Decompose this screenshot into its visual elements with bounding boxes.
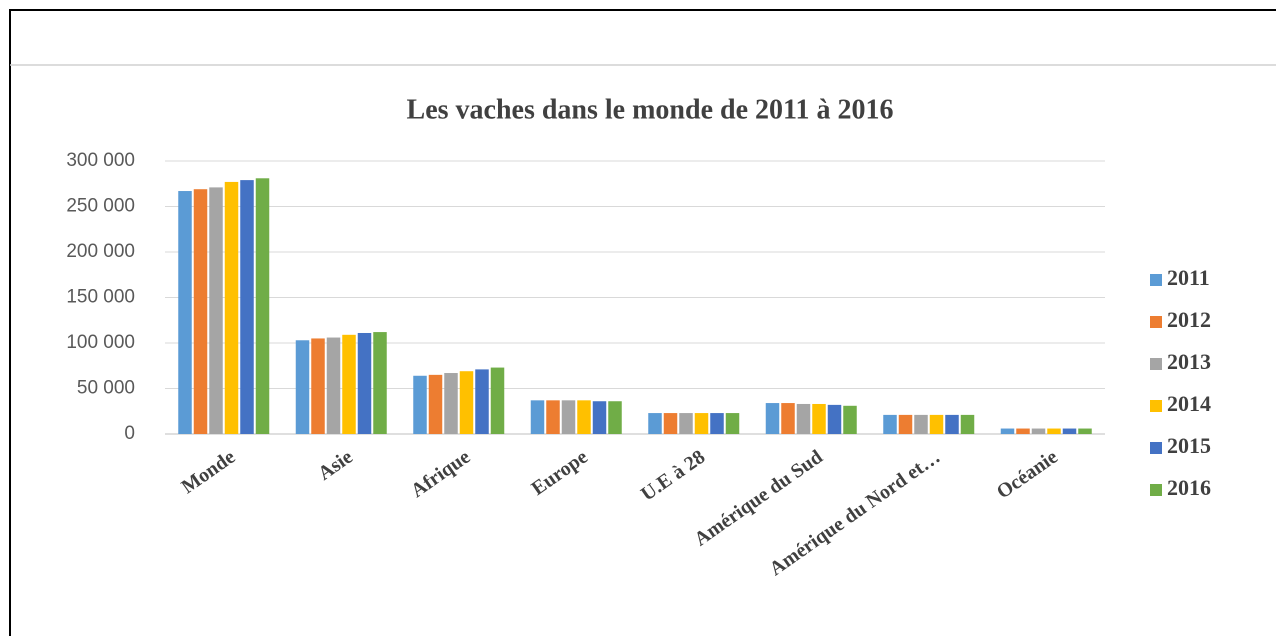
y-tick-label: 300 000: [66, 150, 135, 171]
x-tick-label: Océanie: [993, 446, 1062, 504]
legend-swatch: [1150, 442, 1162, 454]
bar: [1062, 428, 1077, 434]
bar: [255, 178, 270, 434]
bar: [326, 337, 341, 434]
x-tick-label: Asie: [314, 446, 357, 485]
bar: [295, 340, 310, 434]
chart-title: Les vaches dans le monde de 2011 à 2016: [407, 94, 894, 125]
legend-swatch: [1150, 400, 1162, 412]
bar: [530, 400, 545, 434]
bar: [592, 401, 607, 434]
bar: [929, 414, 944, 434]
bar: [781, 403, 795, 434]
bar: [663, 413, 678, 434]
bar: [694, 413, 709, 434]
bar: [428, 374, 443, 434]
x-tick-label: Monde: [177, 446, 239, 499]
bar: [796, 403, 811, 434]
bar: [459, 371, 474, 434]
bar: [209, 187, 223, 434]
bar: [1000, 428, 1015, 434]
bar: [1016, 428, 1030, 434]
legend-label: 2013: [1167, 349, 1211, 374]
y-tick-label: 50 000: [77, 378, 135, 399]
bar: [490, 367, 505, 434]
bar: [413, 375, 427, 434]
legend-label: 2011: [1167, 265, 1210, 290]
bar: [608, 401, 622, 434]
bar: [679, 413, 693, 434]
bar: [710, 413, 724, 434]
legend-swatch: [1150, 358, 1162, 370]
bar: [725, 413, 740, 434]
bar: [827, 404, 842, 434]
frame: [9, 9, 1276, 636]
bar: [812, 403, 826, 434]
x-tick-label: Afrique: [407, 446, 474, 502]
bar: [960, 414, 975, 434]
bar: [883, 414, 897, 434]
bar: [1031, 428, 1046, 434]
bar: [648, 413, 662, 434]
bar: [914, 414, 928, 434]
legend-label: 2016: [1167, 475, 1211, 500]
bar: [898, 414, 913, 434]
bar: [193, 189, 208, 434]
bar: [311, 338, 325, 434]
legend-swatch: [1150, 274, 1162, 286]
bar: [240, 180, 254, 434]
bar: [843, 405, 857, 434]
y-tick-label: 250 000: [66, 196, 135, 217]
bar: [765, 403, 780, 434]
bar: [561, 400, 576, 434]
legend-swatch: [1150, 484, 1162, 496]
y-tick-label: 0: [124, 423, 135, 444]
bar: [475, 369, 489, 434]
bar: [546, 400, 560, 434]
bar: [945, 414, 959, 434]
x-tick-label: Europe: [528, 446, 592, 500]
x-tick-label: U.E à 28: [637, 446, 709, 506]
legend-label: 2015: [1167, 433, 1211, 458]
bar: [357, 332, 372, 434]
legend-swatch: [1150, 316, 1162, 328]
bar: [577, 400, 591, 434]
bar: [342, 334, 356, 434]
y-tick-label: 100 000: [66, 332, 135, 353]
legend-label: 2012: [1167, 307, 1211, 332]
bar: [178, 191, 192, 434]
bar: [373, 332, 387, 434]
y-tick-label: 150 000: [66, 287, 135, 308]
bar: [1078, 428, 1092, 434]
y-tick-label: 200 000: [66, 241, 135, 262]
bar: [444, 373, 458, 434]
bar: [1047, 428, 1061, 434]
bar: [224, 181, 239, 434]
legend-label: 2014: [1167, 391, 1211, 416]
